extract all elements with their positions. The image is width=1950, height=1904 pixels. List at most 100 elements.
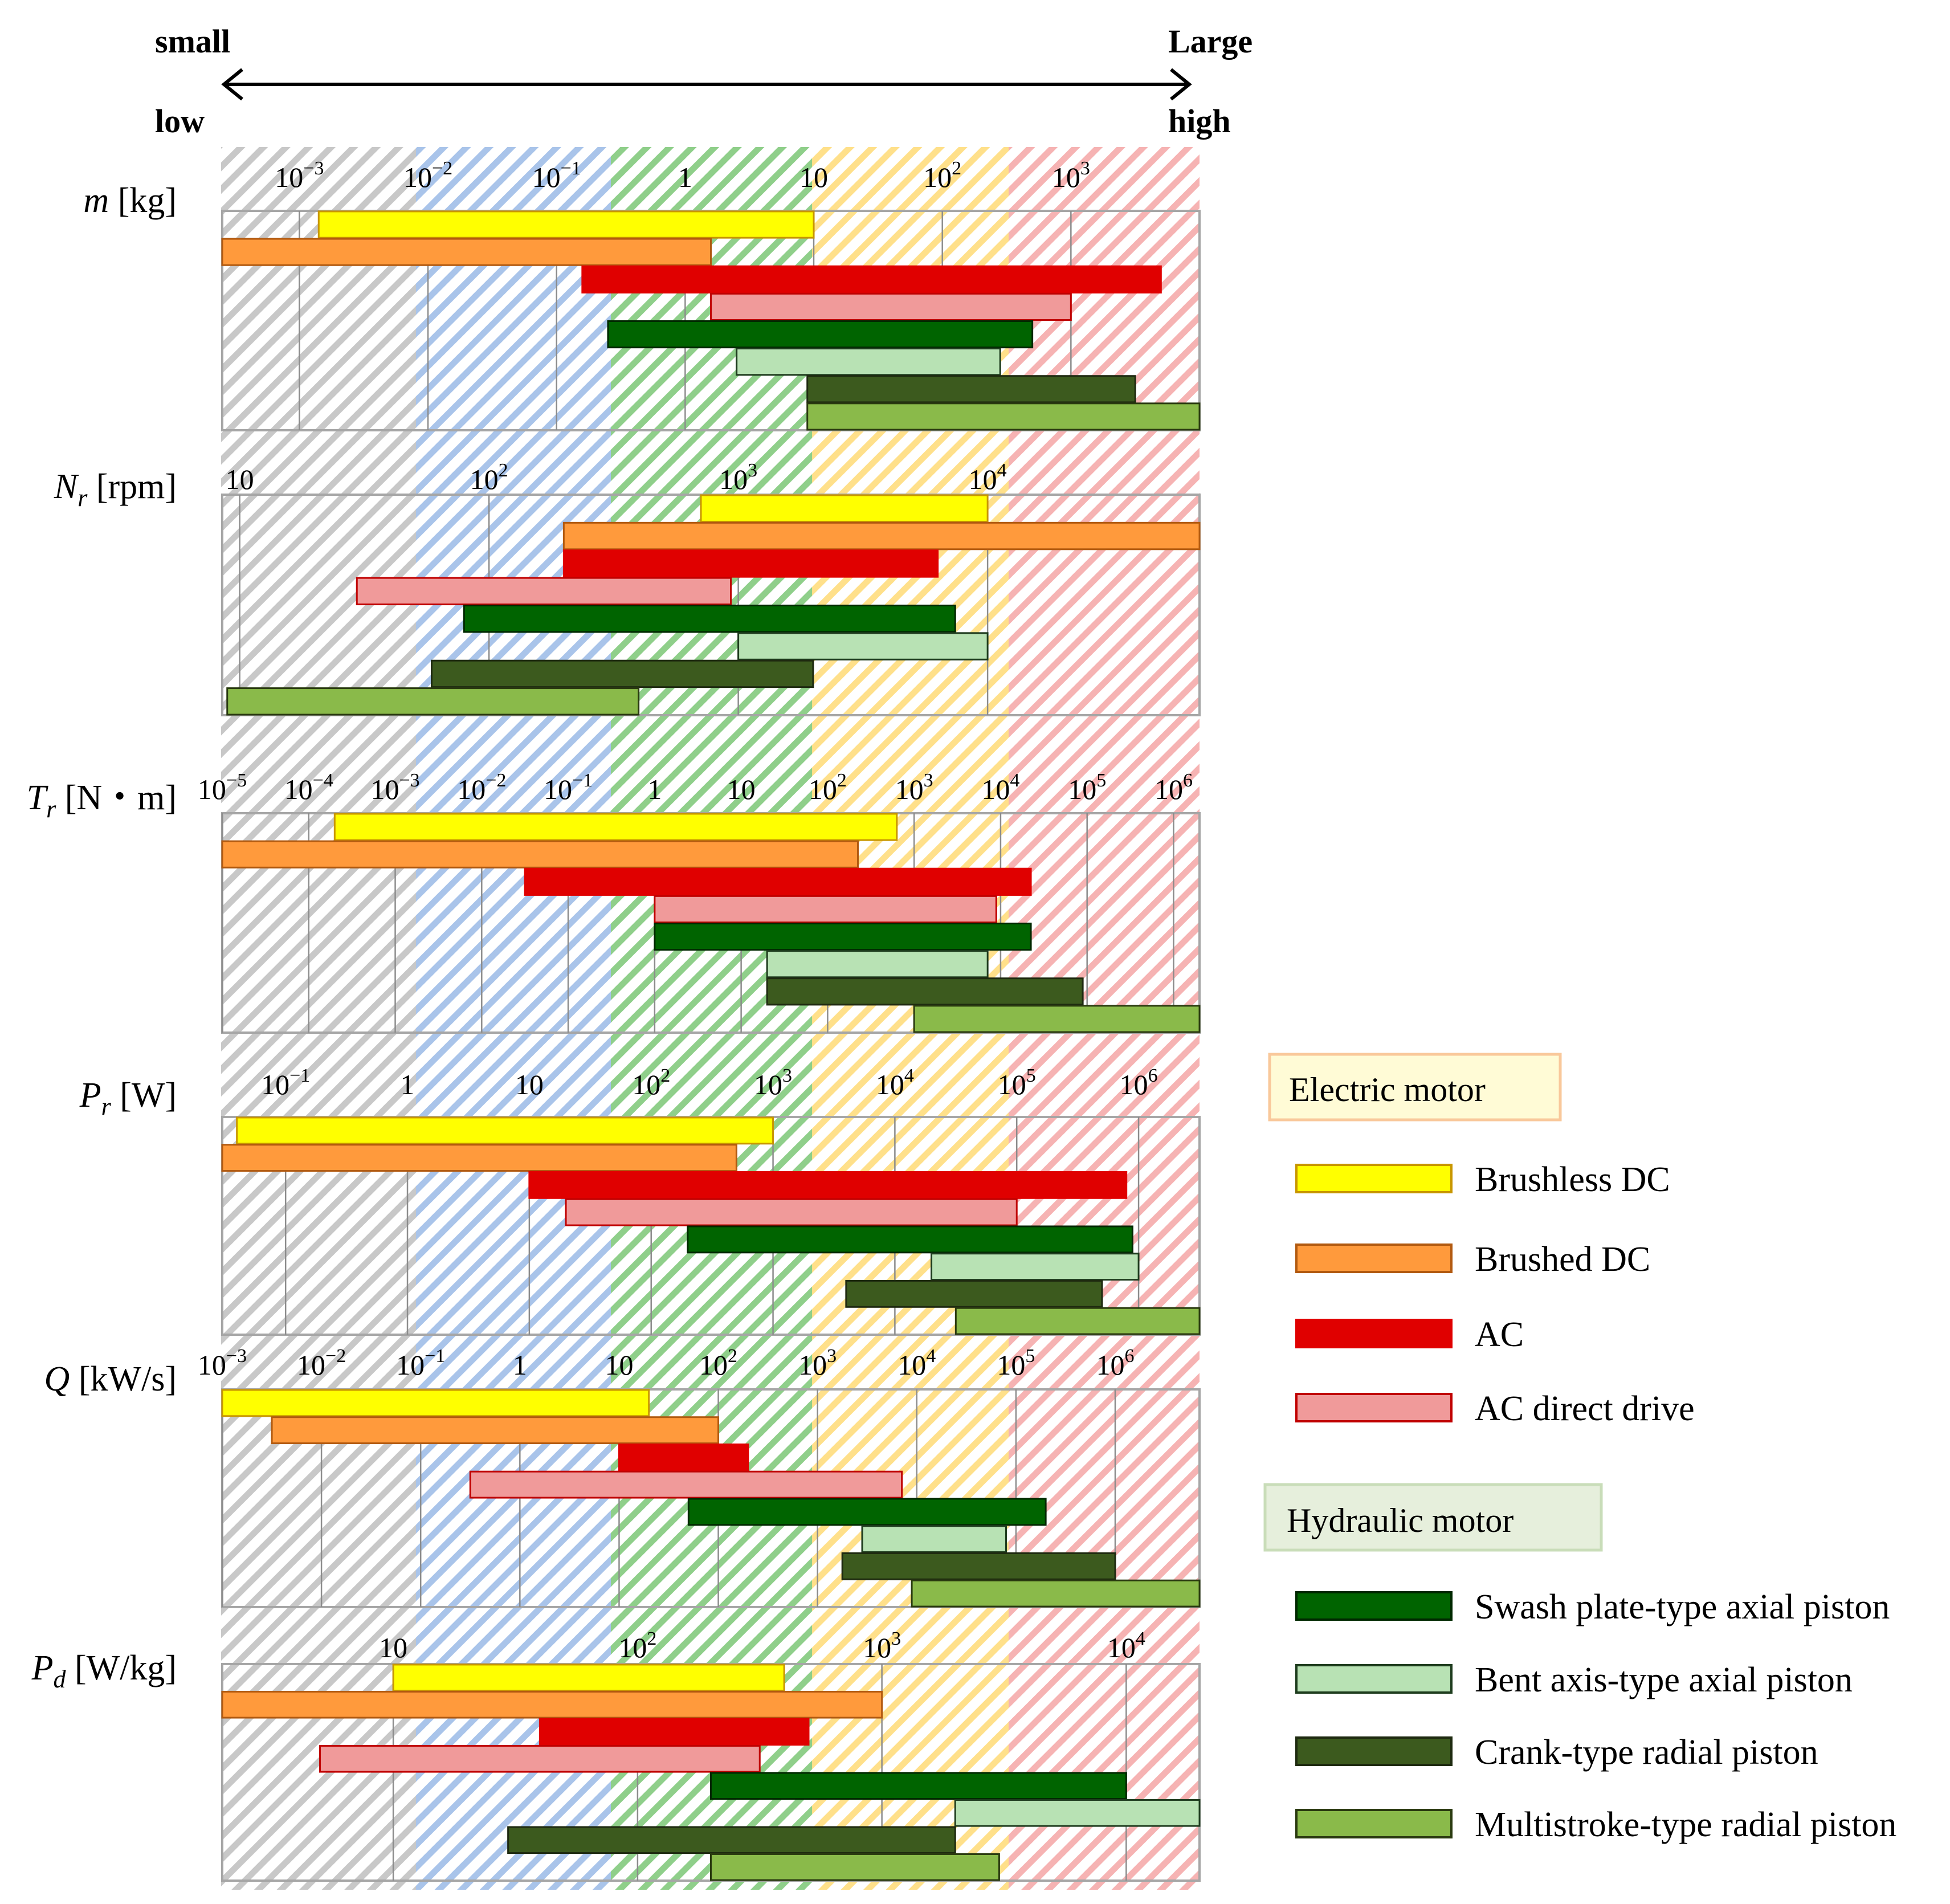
tick-exponent: 3 — [924, 770, 933, 791]
panel-4: Pr [W] 10−1 1 10 102 103 104 105 106 — [79, 1065, 1201, 1336]
tick-base: 10 — [754, 1069, 782, 1100]
bar-bldc — [700, 494, 989, 523]
legend-swatch-swash — [1295, 1591, 1453, 1621]
tick-label: 1 — [401, 1069, 415, 1100]
bar-bldc — [221, 1389, 650, 1417]
tick-base: 10 — [997, 1349, 1025, 1381]
panel-6-axis-label: Pd [W/kg] — [31, 1649, 177, 1693]
axis-unit: [kW/s] — [70, 1360, 177, 1399]
tick-label: 1 — [678, 161, 692, 193]
bar-bent — [736, 348, 1001, 376]
tick-label: 102 — [923, 158, 961, 193]
tick-exponent: −1 — [561, 158, 581, 179]
tick-exponent: 3 — [1080, 158, 1090, 179]
tick-label: 10−2 — [403, 158, 452, 193]
tick-label: 104 — [969, 460, 1007, 495]
axis-unit: [N・m] — [56, 778, 177, 817]
tick-exponent: 2 — [837, 770, 847, 791]
tick-base: 10 — [798, 1349, 827, 1381]
tick-base: 10 — [275, 161, 303, 193]
bar-bldc — [236, 1116, 774, 1145]
bar-acdd — [319, 1744, 761, 1773]
bar-crank — [841, 1552, 1116, 1580]
tick-exponent: 5 — [1025, 1346, 1035, 1367]
tick-exponent: −1 — [572, 770, 593, 791]
tick-exponent: 3 — [891, 1628, 901, 1649]
bar-acdd — [469, 1470, 903, 1499]
tick-exponent: −2 — [325, 1346, 346, 1367]
tick-label: 10 — [727, 773, 756, 805]
tick-base: 10 — [863, 1632, 891, 1664]
bar-bdc — [221, 1144, 737, 1172]
arrow-left-head — [221, 68, 243, 101]
tick-base: 10 — [297, 1349, 325, 1381]
panel-3: Tr [N・m] 10−5 10−4 10−3 10−2 10−1 1 10 102 103 104… — [27, 770, 1201, 1034]
tick-label: 102 — [632, 1065, 670, 1100]
tick-base: 10 — [605, 1349, 633, 1381]
legend-label-acdd: AC direct drive — [1475, 1389, 1695, 1428]
panel-1-axis-label: m [kg] — [83, 181, 177, 220]
tick-exponent: 2 — [728, 1346, 737, 1367]
bar-bdc — [562, 521, 1201, 551]
tick-label: 104 — [898, 1346, 936, 1381]
tick-base: 10 — [1107, 1632, 1136, 1664]
tick-label: 10−4 — [284, 770, 333, 805]
panel-6: Pd [W/kg]10 102 103 104 — [31, 1628, 1201, 1882]
tick-label: 106 — [1096, 1346, 1135, 1381]
tick-label: 106 — [1155, 770, 1193, 805]
legend-label-bldc: Brushless DC — [1475, 1160, 1670, 1199]
axis-symbol: P — [79, 1076, 101, 1115]
tick-label: 10−1 — [544, 770, 593, 805]
axis-unit: [W/kg] — [66, 1649, 177, 1687]
tick-label: 10 — [515, 1069, 544, 1100]
tick-base: 10 — [969, 463, 997, 495]
axis-subscript: d — [53, 1665, 66, 1693]
legend-electric-title-box — [1268, 1053, 1562, 1122]
legend-swatch-bdc — [1295, 1243, 1453, 1273]
tick-base: 10 — [403, 161, 432, 193]
tick-label: 103 — [863, 1628, 901, 1664]
band-green — [611, 147, 812, 1890]
bar-ac — [524, 867, 1032, 896]
tick-label: 10−2 — [297, 1346, 346, 1381]
bar-bdc — [221, 840, 859, 869]
tick-label: 104 — [981, 770, 1019, 805]
tick-exponent: −3 — [226, 1346, 247, 1367]
bar-bdc — [271, 1416, 720, 1445]
header-low: low — [155, 103, 205, 140]
tick-exponent: 4 — [926, 1346, 936, 1367]
header-small: small — [155, 23, 230, 60]
axis-symbol: T — [27, 778, 49, 817]
tick-base: 10 — [632, 1069, 660, 1100]
bar-bent — [737, 632, 989, 661]
tick-exponent: −3 — [399, 770, 419, 791]
legend-swatch-ac — [1295, 1319, 1453, 1348]
tick-base: 10 — [998, 1069, 1026, 1100]
axis-symbol: N — [54, 467, 80, 506]
bar-ac — [618, 1443, 749, 1471]
bar-ac — [539, 1718, 810, 1746]
bar-bent — [954, 1799, 1201, 1827]
header-large: Large — [1168, 23, 1253, 60]
tick-label: 103 — [798, 1346, 837, 1381]
tick-label: 10 — [605, 1349, 633, 1381]
tick-base: 10 — [379, 1632, 407, 1664]
tick-label: 10 — [799, 161, 828, 193]
bar-swash — [463, 604, 956, 633]
legend: Electric motor Hydraulic motor Brushless… — [1263, 1053, 1896, 1844]
tick-base: 10 — [470, 463, 499, 495]
tick-base: 10 — [876, 1069, 904, 1100]
tick-base: 10 — [1052, 161, 1080, 193]
tick-base: 10 — [799, 161, 828, 193]
tick-label: 1 — [647, 773, 662, 805]
axis-subscript: r — [46, 795, 56, 823]
tick-label: 10−1 — [396, 1346, 445, 1381]
tick-exponent: −1 — [289, 1065, 310, 1086]
bar-acdd — [654, 895, 997, 924]
bar-multi — [913, 1005, 1201, 1033]
bar-multi — [710, 1853, 1000, 1881]
tick-exponent: −1 — [425, 1346, 445, 1367]
tick-label: 102 — [699, 1346, 737, 1381]
tick-label: 103 — [719, 460, 757, 495]
tick-base: 1 — [647, 773, 662, 805]
